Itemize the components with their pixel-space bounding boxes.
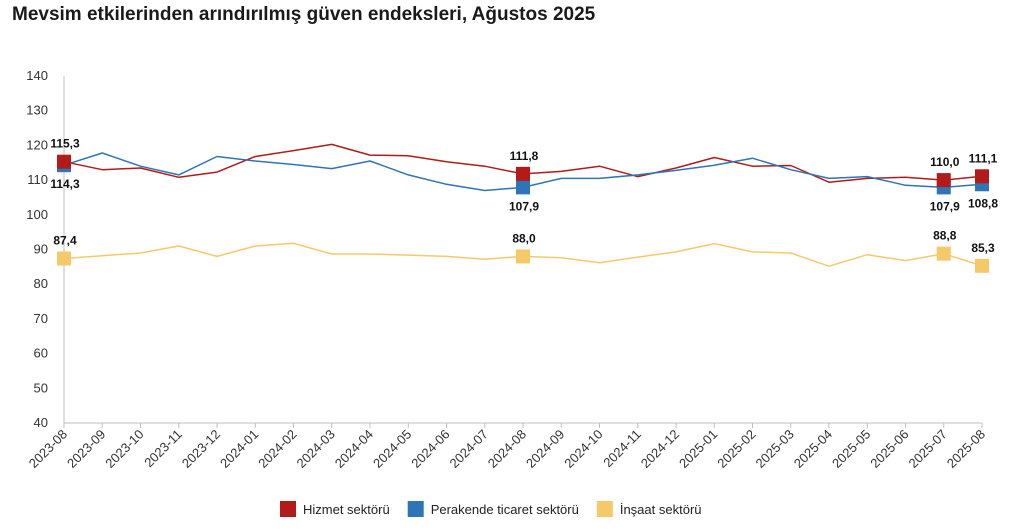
data-marker	[57, 154, 71, 169]
y-tick-label: 90	[34, 242, 48, 257]
data-marker	[936, 246, 951, 261]
x-tick-label: 2024-09	[523, 427, 567, 471]
x-tick-label: 2024-07	[447, 427, 491, 471]
x-tick-label: 2025-07	[906, 427, 950, 471]
data-labels: 115,3 111,8 110,0 111,1 114,3 107,9 107,9 108,8…	[50, 137, 998, 255]
data-marker	[516, 166, 530, 181]
y-tick-label: 110	[27, 172, 48, 187]
data-label: 88,0	[512, 231, 536, 245]
data-label: 111,8	[510, 149, 539, 163]
data-label: 115,3	[50, 137, 80, 151]
y-tick-label: 120	[26, 137, 48, 152]
legend: Hizmet sektörü Perakende ticaret sektörü İ…	[280, 501, 702, 517]
data-markers	[57, 154, 989, 273]
legend-swatch	[280, 501, 296, 517]
x-tick-label: 2025-05	[829, 427, 873, 471]
data-marker	[975, 169, 989, 184]
x-tick-label: 2025-06	[867, 427, 911, 471]
data-label: 110,0	[930, 155, 960, 169]
data-label: 85,3	[971, 241, 995, 255]
x-tick-label: 2024-05	[370, 427, 414, 471]
x-tick-label: 2025-03	[753, 427, 797, 471]
x-tick-label: 2024-06	[408, 427, 452, 471]
x-tick-label: 2025-01	[676, 427, 720, 471]
x-tick-label: 2024-11	[600, 427, 644, 471]
x-tick-label: 2023-08	[26, 427, 70, 471]
data-label: 107,9	[930, 199, 960, 213]
y-tick-label: 70	[34, 311, 48, 326]
x-tick-label: 2023-11	[141, 427, 185, 471]
y-tick-label: 140	[26, 68, 48, 83]
x-tick-label: 2024-01	[217, 427, 261, 471]
axes: 40 50 60 70 80 90 100 110 120 130 140 2023-082023-0…	[26, 68, 988, 471]
legend-label: Hizmet sektörü	[303, 502, 390, 517]
y-tick-label: 130	[26, 103, 48, 118]
data-label: 114,3	[50, 177, 80, 191]
legend-label: Perakende ticaret sektörü	[431, 502, 579, 517]
data-label: 107,9	[509, 199, 539, 213]
chart-title: Mevsim etkilerinden arındırılmış güven e…	[12, 4, 596, 25]
y-tick-label: 80	[34, 276, 48, 291]
legend-label: İnşaat sektörü	[620, 502, 702, 517]
data-label: 111,1	[969, 151, 998, 165]
data-marker	[516, 180, 530, 195]
x-tick-label: 2024-08	[485, 427, 529, 471]
data-label: 88,8	[933, 229, 957, 243]
data-marker	[975, 258, 989, 273]
y-tick-label: 50	[34, 380, 48, 395]
legend-swatch	[596, 501, 613, 517]
x-tick-label: 2025-08	[944, 427, 988, 471]
x-tick-label: 2024-03	[294, 427, 338, 471]
x-tick-label: 2023-12	[179, 427, 223, 471]
x-tick-label: 2024-10	[561, 427, 605, 471]
x-tick-label: 2024-02	[255, 427, 299, 471]
data-marker	[516, 249, 530, 264]
y-tick-label: 100	[26, 207, 48, 222]
y-tick-label: 40	[34, 415, 48, 430]
x-tick-label: 2023-10	[102, 427, 146, 471]
data-label: 108,8	[968, 196, 998, 210]
data-marker	[936, 173, 951, 188]
y-tick-label: 60	[34, 346, 48, 361]
data-label: 87,4	[53, 234, 77, 248]
x-tick-label: 2025-02	[714, 427, 758, 471]
data-marker	[57, 251, 71, 266]
x-tick-label: 2024-04	[332, 427, 376, 471]
x-tick-label: 2025-04	[791, 427, 835, 471]
x-tick-label: 2023-09	[64, 427, 108, 471]
x-tick-label: 2024-12	[638, 427, 682, 471]
legend-swatch	[407, 501, 424, 517]
